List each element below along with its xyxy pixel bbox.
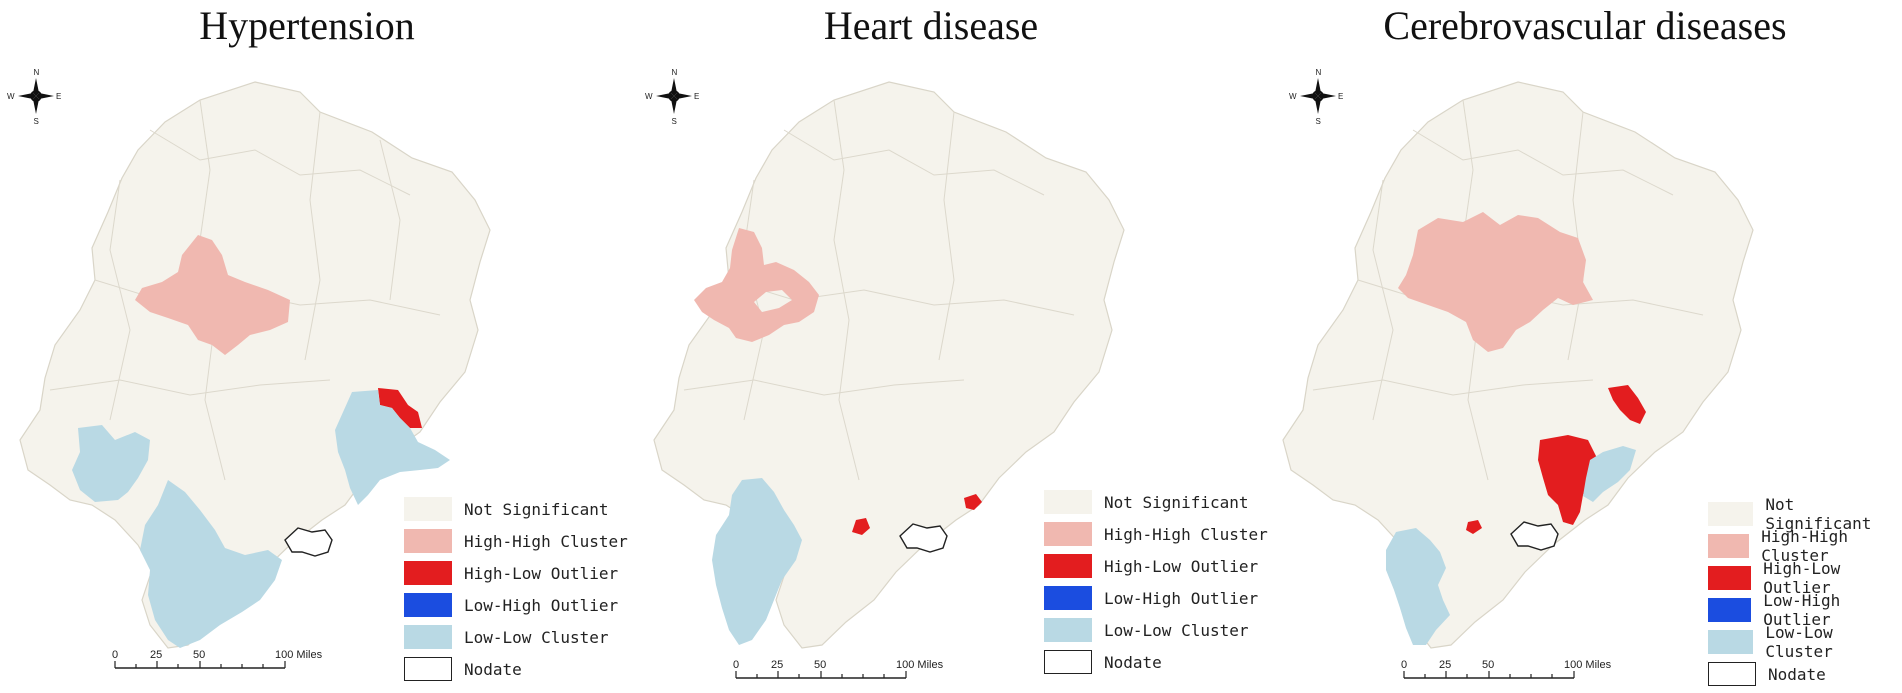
map-canvas: N S E W [645,68,1125,679]
scale-tick-50: 50 [1482,659,1494,671]
low-low-cluster-region-south [712,478,802,645]
scale-tick-25: 25 [150,649,162,661]
scale-tick-25: 25 [771,659,783,671]
scale-tick-100: 100 Miles [275,649,323,661]
compass-rose-icon: N S E W [645,68,699,126]
scale-tick-0: 0 [1401,659,1407,671]
legend-swatch [404,625,452,649]
legend-item: Nodate [1044,646,1268,678]
low-low-cluster-region-south [140,480,282,648]
legend-swatch [1044,618,1092,642]
map-panel-heart-disease: Heart disease N S E W [634,0,1268,693]
legend-swatch [404,561,452,585]
low-low-cluster-region-west [72,425,150,502]
high-high-cluster-region [694,228,819,342]
scale-bar: 0 25 50 100 Miles [112,649,323,669]
map-title: Hypertension [199,3,415,48]
legend-swatch [404,497,452,521]
scale-tick-0: 0 [112,649,118,661]
legend-item: Low-High Outlier [1044,582,1268,614]
legend-swatch [404,593,452,617]
legend-swatch [1708,566,1752,590]
compass-s: S [34,117,39,126]
high-low-outlier-region [852,518,870,535]
legend-item: Low-High Outlier [404,589,628,621]
compass-e: E [56,92,61,101]
nodate-region [1510,521,1559,551]
legend-swatch [1044,650,1092,674]
nodate-region [284,527,333,557]
map-canvas: N S E W [7,68,491,669]
compass-e: E [1338,92,1343,101]
high-low-outlier-region [1608,385,1646,424]
map-panel-hypertension: Hypertension N S E W [0,0,634,693]
legend-swatch [1044,554,1092,578]
legend-item: Low-High Outlier [1708,591,1902,629]
low-low-cluster-region-east [1583,446,1636,502]
legend-item: Low-Low Cluster [1044,614,1268,646]
compass-rose-icon: N S E W [1289,68,1343,126]
low-low-cluster-region-east [335,390,450,505]
legend-item: High-Low Outlier [404,557,628,589]
high-low-outlier-region [378,388,422,428]
scale-tick-25: 25 [1439,659,1451,671]
scale-tick-100: 100 Miles [896,659,944,671]
legend-item: Low-Low Cluster [404,621,628,653]
legend-item: High-High Cluster [1044,518,1268,550]
high-low-outlier-region [1538,435,1598,525]
high-low-outlier-region [1466,520,1482,534]
legend-swatch [404,529,452,553]
map-title: Heart disease [823,3,1039,48]
legend-swatch [1708,502,1754,526]
legend-item: Not Significant [1708,495,1902,533]
map-legend: Not Significant High-High Cluster High-L… [1708,495,1902,690]
legend-item: High-Low Outlier [1044,550,1268,582]
legend-item: Not Significant [1044,486,1268,518]
legend-swatch [1708,630,1754,654]
compass-n: N [34,68,40,77]
compass-w: W [645,92,653,101]
legend-item: Nodate [1708,658,1902,690]
compass-w: W [1289,92,1297,101]
map-canvas: N S E W [1282,68,1754,679]
compass-rose-icon: N S E W [7,68,61,126]
map-legend: Not Significant High-High Cluster High-L… [1044,486,1268,678]
legend-item: Low-Low Cluster [1708,623,1902,661]
scale-bar: 0 25 50 100 Miles [1401,659,1612,679]
legend-swatch [1044,490,1092,514]
high-high-cluster-region [1398,212,1593,352]
legend-swatch [1708,534,1750,558]
legend-item: Not Significant [404,493,628,525]
scale-tick-0: 0 [733,659,739,671]
legend-item: High-High Cluster [404,525,628,557]
map-title: Cerebrovascular diseases [1383,3,1787,48]
compass-n: N [672,68,678,77]
compass-w: W [7,92,15,101]
compass-n: N [1316,68,1322,77]
legend-item: Nodate [404,653,628,685]
legend-swatch [1708,662,1756,686]
compass-e: E [694,92,699,101]
map-panel-cerebrovascular-diseases: Cerebrovascular diseases N S E W [1268,0,1902,693]
map-legend: Not Significant High-High Cluster High-L… [404,493,628,685]
scale-bar: 0 25 50 100 Miles [733,659,944,679]
compass-s: S [672,117,677,126]
nodate-region [899,523,948,553]
legend-swatch [1044,522,1092,546]
legend-swatch [404,657,452,681]
legend-item: High-Low Outlier [1708,559,1902,597]
high-high-cluster-region [135,235,290,355]
high-low-outlier-region [964,494,982,510]
scale-tick-50: 50 [193,649,205,661]
legend-swatch [1044,586,1092,610]
legend-item: High-High Cluster [1708,527,1902,565]
compass-s: S [1316,117,1321,126]
province-base-region [1282,81,1754,649]
scale-tick-100: 100 Miles [1564,659,1612,671]
low-low-cluster-region-south [1386,528,1450,645]
scale-tick-50: 50 [814,659,826,671]
legend-swatch [1708,598,1752,622]
